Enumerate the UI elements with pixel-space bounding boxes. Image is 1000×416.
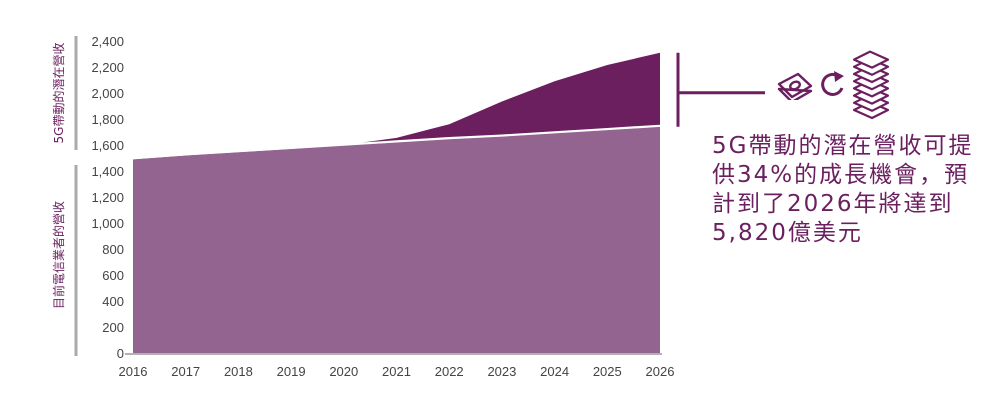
annotation-line-2: 供34%的成長機會，預 xyxy=(712,162,970,188)
y-tick-label: 400 xyxy=(102,294,124,309)
y-axis-label-bottom: 目前電信業者的營收 xyxy=(51,201,66,309)
y-tick-label: 200 xyxy=(102,320,124,335)
x-tick-label: 2024 xyxy=(540,364,569,379)
x-tick-label: 2017 xyxy=(171,364,200,379)
y-tick-label: 2,000 xyxy=(91,86,124,101)
area-series-current-revenue xyxy=(133,126,660,353)
annotation-line-4: 5,820億美元 xyxy=(712,220,863,246)
money-stack-icon xyxy=(852,50,890,120)
x-tick-label: 2021 xyxy=(382,364,411,379)
y-tick-label: 1,800 xyxy=(91,112,124,127)
y-tick-label: 600 xyxy=(102,268,124,283)
series-separator-line xyxy=(132,124,661,160)
x-tick-label: 2026 xyxy=(646,364,675,379)
money-stack-layer xyxy=(852,50,890,69)
x-tick-label: 2022 xyxy=(435,364,464,379)
x-tick-label: 2019 xyxy=(277,364,306,379)
y-tick-label: 1,600 xyxy=(91,138,124,153)
y-tick-label: 1,200 xyxy=(91,190,124,205)
x-tick-label: 2023 xyxy=(487,364,516,379)
chart-areas xyxy=(132,52,661,353)
annotation-line-3: 計到了2026年將達到 xyxy=(712,191,954,217)
y-tick-label: 800 xyxy=(102,242,124,257)
money-icon xyxy=(777,72,813,100)
y-axis-label-top: 5G帶動的潛在營收 xyxy=(51,43,66,144)
area-series-5g-revenue xyxy=(133,52,660,160)
refresh-arrow-icon xyxy=(821,71,844,96)
annotation-line-1: 5G帶動的潛在營收可提 xyxy=(712,133,974,159)
chart-axes: 0 200 400 600 800 1,000 1,200 1,400 1,600 1,800 2,… xyxy=(74,34,675,379)
y-tick-label: 1,000 xyxy=(91,216,124,231)
x-tick-label: 2020 xyxy=(329,364,358,379)
x-tick-label: 2018 xyxy=(224,364,253,379)
y-tick-label: 2,400 xyxy=(91,34,124,49)
y-tick-label: 1,400 xyxy=(91,164,124,179)
growth-bracket xyxy=(676,52,765,127)
y-tick-label: 2,200 xyxy=(91,60,124,75)
x-tick-label: 2016 xyxy=(119,364,148,379)
y-tick-label: 0 xyxy=(117,346,124,361)
annotation-text: 5G帶動的潛在營收可提 供34%的成長機會，預 計到了2026年將達到 5,82… xyxy=(712,132,974,248)
x-tick-label: 2025 xyxy=(593,364,622,379)
